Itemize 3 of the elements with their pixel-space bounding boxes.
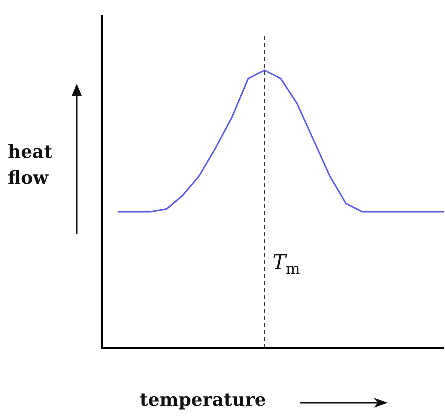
text: T$_{m}$ <box>272 250 300 278</box>
x-axis-title: temperature <box>140 390 266 411</box>
y-axis-title: heat flow <box>8 141 54 191</box>
